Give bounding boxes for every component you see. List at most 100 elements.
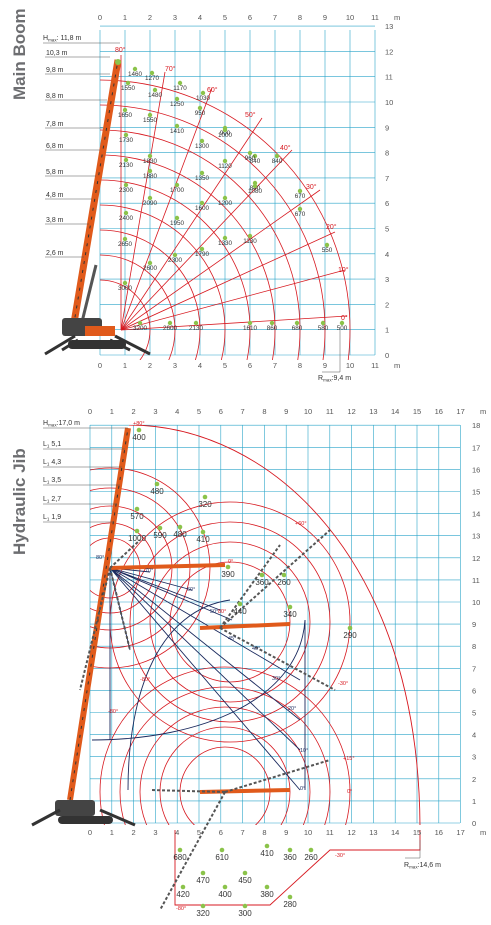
jib-length-value: 1,9 xyxy=(49,514,61,521)
capacity-value: 570 xyxy=(130,512,144,521)
y-tick-label: 2 xyxy=(472,775,476,784)
load-point-dot xyxy=(297,188,303,194)
jib-angle: -30° xyxy=(338,681,348,687)
capacity-value: 840 xyxy=(250,185,261,192)
jib-x-ticks-bottom: 0 1 2 3 4 5 6 7 8 9 10 11 12 13 14 15 16 17 xyxy=(88,828,465,837)
x-tick-label: 5 xyxy=(223,361,227,370)
y-tick-label: 12 xyxy=(385,47,393,56)
load-point-dot xyxy=(147,195,153,201)
jib-length-letter: L xyxy=(43,514,47,521)
load-point-dot xyxy=(123,210,129,216)
y-tick-label: 13 xyxy=(472,532,480,541)
capacity-value: 1250 xyxy=(170,101,185,108)
angle-label: 50° xyxy=(245,111,256,119)
main-boom-grid xyxy=(99,25,376,356)
jib-hmax-value: :17,0 m xyxy=(57,420,81,427)
load-point-dot xyxy=(222,884,228,890)
x-tick-label: 14 xyxy=(391,828,399,837)
capacity-value: 2130 xyxy=(189,325,204,332)
svg-text:L1 5,1: L1 5,1 xyxy=(43,441,61,449)
jib-arcs xyxy=(90,425,421,825)
load-point-dot xyxy=(287,894,293,900)
jib-rmax-sub: max xyxy=(409,865,418,870)
length-label: 10,3 m xyxy=(46,50,68,57)
capacity-value: 410 xyxy=(260,849,274,858)
load-point-dot xyxy=(287,847,293,853)
capacity-value: 1200 xyxy=(218,200,233,207)
jib-hmax-letter: H xyxy=(43,420,48,427)
load-point-dot xyxy=(123,132,129,138)
load-point-dot xyxy=(174,96,180,102)
x-tick-label: 7 xyxy=(241,828,245,837)
jib-length-letter: L xyxy=(43,441,47,448)
capacity-value: 3000 xyxy=(118,285,133,292)
jib-boom-angle: 10° xyxy=(300,748,308,754)
jib-length-sub: 1 xyxy=(47,462,50,467)
jib-angle: -80° xyxy=(176,906,186,912)
x-tick-label: 7 xyxy=(241,407,245,416)
hmax-value: : 11,8 m xyxy=(57,35,82,42)
capacity-value: 1550 xyxy=(121,85,136,92)
capacity-value: 400 xyxy=(218,890,232,899)
capacity-value: 1700 xyxy=(170,187,185,194)
y-tick-label: 3 xyxy=(472,753,476,762)
load-point-dot xyxy=(281,572,287,578)
y-tick-label: 13 xyxy=(385,22,393,31)
x-tick-label: 17 xyxy=(456,828,464,837)
x-tick-label: 5 xyxy=(223,13,227,22)
capacity-value: 1130 xyxy=(243,238,257,245)
jib-angle: +15° xyxy=(343,756,355,762)
x-tick-label: 5 xyxy=(197,828,201,837)
x-tick-label: 3 xyxy=(173,13,177,22)
angle-label: 30° xyxy=(306,183,317,191)
y-tick-label: 4 xyxy=(472,731,476,740)
capacity-value: 480 xyxy=(150,487,164,496)
jib-boom-angle: 50° xyxy=(210,609,218,615)
capacity-value: 390 xyxy=(221,570,235,579)
load-point-dot xyxy=(199,170,205,176)
y-tick-label: 6 xyxy=(385,199,389,208)
load-point-dot xyxy=(177,524,183,530)
x-tick-label: 16 xyxy=(435,407,443,416)
load-point-dot xyxy=(297,206,303,212)
x-tick-label: 11 xyxy=(371,361,379,370)
x-tick-label: 11 xyxy=(326,407,334,416)
capacity-value: 1480 xyxy=(148,92,163,99)
load-point-dot xyxy=(157,525,163,531)
jib-grid xyxy=(89,424,461,824)
load-point-dot xyxy=(193,320,199,326)
load-point-dot xyxy=(172,252,178,258)
hmax-letter: H xyxy=(43,35,48,42)
x-tick-label: 8 xyxy=(262,407,266,416)
x-tick-label: 3 xyxy=(153,407,157,416)
capacity-value: 1080 xyxy=(248,188,263,195)
jib-x-ticks-top: 0 1 2 3 4 5 6 7 8 9 10 11 12 13 14 15 16 17 xyxy=(88,407,465,416)
hmax-sub: max xyxy=(48,38,57,43)
y-tick-label: 14 xyxy=(472,510,480,519)
load-point-dot xyxy=(225,564,231,570)
jib-unit-top: m xyxy=(480,407,486,416)
jib-angle: +80° xyxy=(133,421,145,427)
capacity-value: 1880 xyxy=(143,173,158,180)
capacity-value: 840 xyxy=(250,158,261,165)
y-tick-label: 5 xyxy=(472,709,476,718)
jib-length-letter: L xyxy=(43,496,47,503)
capacity-value: 1410 xyxy=(170,128,185,135)
load-point-dot xyxy=(242,903,248,909)
x-tick-label: 12 xyxy=(347,828,355,837)
capacity-value: 670 xyxy=(295,193,306,200)
load-point-dot xyxy=(134,506,140,512)
jib-hmax: Hmax:17,0 m xyxy=(43,420,128,429)
x-tick-label: 2 xyxy=(148,13,152,22)
load-point-dot xyxy=(149,70,155,76)
capacity-value: 260 xyxy=(304,853,318,862)
capacity-value: 1650 xyxy=(118,112,133,119)
main-boom-hmax: Hmax: 11,8 m xyxy=(43,35,120,44)
jib-boom-angle: 45° xyxy=(228,636,236,642)
x-tick-label: 4 xyxy=(175,407,179,416)
load-point-dot xyxy=(147,153,153,159)
load-point-dot xyxy=(174,123,180,129)
y-tick-label: 0 xyxy=(472,819,476,828)
capacity-value: 550 xyxy=(322,247,333,254)
